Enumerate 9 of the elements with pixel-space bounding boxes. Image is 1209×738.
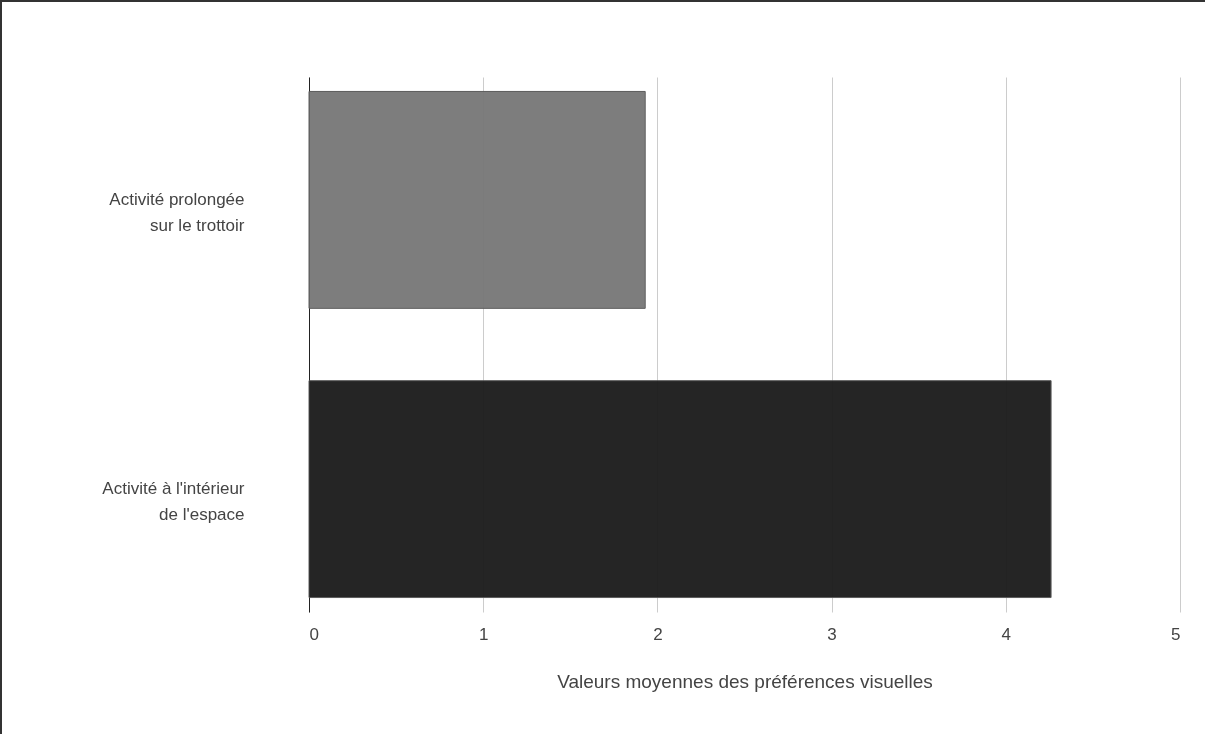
x-tick-label: 3 [827,624,837,644]
y-tick-label: Activité à l'intérieur de l'espace [102,479,245,525]
x-tick-label: 4 [1001,624,1012,644]
x-tick-label: 5 [1171,624,1181,644]
y-tick-label: Activité prolongée sur le trottoir [109,189,245,235]
x-tick-label: 1 [478,624,489,644]
x-axis-title: Valeurs moyennes des préférences visuelles [557,670,933,692]
x-tick-label: 2 [653,624,663,644]
x-tick-label: 0 [309,624,319,644]
